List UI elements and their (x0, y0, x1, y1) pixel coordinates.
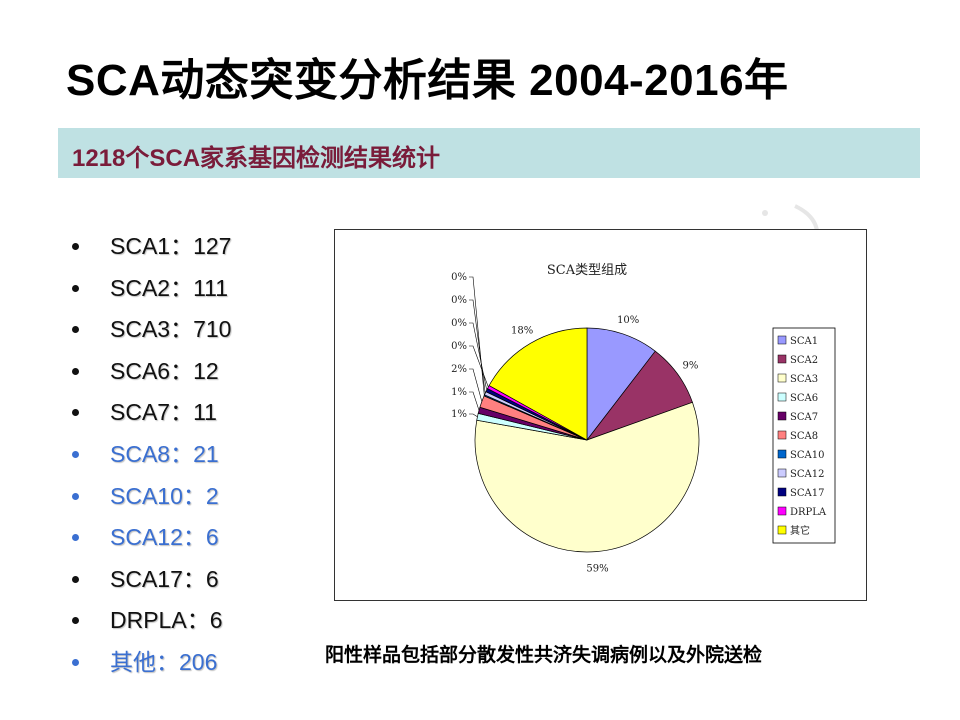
bullet-text: SCA6：12 (110, 357, 219, 384)
pie-data-label: 59% (586, 564, 608, 575)
legend-entry: SCA10 (790, 450, 824, 461)
pie-leader-line (469, 345, 489, 388)
pie-slice-其它 (488, 327, 588, 441)
legend-entry: SCA8 (790, 431, 818, 442)
slide-title: SCA动态突变分析结果 2004-2016年 (66, 56, 789, 105)
legend-swatch (777, 487, 787, 497)
legend-entry: SCA6 (790, 393, 818, 404)
pie-data-label: 2% (451, 364, 467, 375)
bullet-dot-icon (72, 243, 79, 250)
bullet-dot-icon (72, 450, 79, 458)
footnote: 阳性样品包括部分散发性共济失调病例以及外院送检 (325, 645, 763, 666)
pie-chart-panel: SCA类型组成 10% 9% 59% 1% 1% 2% 0% 0% 0% 0% 18% SCA1 SC… (334, 229, 867, 601)
bullet-dot-icon (72, 409, 79, 417)
bullet-item: SCA2：111 (70, 270, 231, 312)
legend-entry: DRPLA (790, 507, 827, 518)
bullet-item: SCA10：2 (70, 478, 231, 520)
legend-swatch (777, 525, 787, 535)
bullet-item: SCA8：21 (70, 436, 231, 478)
legend-swatch (777, 506, 787, 516)
pie-slice-sca1 (586, 327, 656, 442)
bullet-dot-icon (72, 534, 79, 542)
pie-data-label: 1% (451, 409, 467, 420)
bullet-dot-icon (72, 617, 79, 625)
bullet-dot-icon (72, 284, 79, 292)
legend-entry: 其它 (790, 524, 810, 537)
bullet-item: SCA6：12 (70, 353, 231, 395)
bullet-text: SCA3：710 (110, 316, 232, 343)
pie-data-label: 1% (451, 387, 467, 398)
pie-leader-line (469, 322, 488, 391)
pie-leader-line (469, 391, 480, 411)
legend-entry: SCA3 (790, 374, 818, 385)
bullet-text: SCA8：21 (110, 440, 219, 467)
legend-swatch (777, 468, 787, 478)
bullet-dot-icon (72, 575, 79, 583)
pie-data-label: 10% (617, 315, 639, 326)
legend-swatch (777, 373, 787, 383)
legend-entry: SCA17 (790, 488, 824, 499)
legend-swatch (777, 411, 787, 421)
pie-leader-line (469, 276, 485, 396)
pie-data-label: 0% (451, 318, 467, 329)
subtitle-bar: 1218个SCA家系基因检测结果统计 (58, 128, 920, 178)
legend-entry: SCA1 (790, 336, 818, 347)
pie-data-label: 18% (511, 326, 533, 337)
bullet-text: DRPLA：6 (110, 607, 223, 634)
bullet-list: SCA1：127 SCA2：111 SCA3：710 SCA6：12 SCA7：11 SC… (70, 228, 231, 686)
bullet-dot-icon (72, 326, 79, 334)
subtitle: 1218个SCA家系基因检测结果统计 (72, 145, 441, 172)
legend-entry: SCA12 (790, 469, 824, 480)
legend-entry: SCA2 (790, 355, 818, 366)
bullet-text: SCA12：6 (110, 524, 219, 551)
legend-swatch (777, 354, 787, 364)
pie-data-label: 0% (451, 272, 467, 283)
pie-slice-sca3 (474, 401, 700, 553)
bullet-item: SCA12：6 (70, 519, 231, 561)
legend-swatch (777, 449, 787, 459)
bullet-text: SCA7：11 (110, 399, 217, 426)
bullet-item: 其他：206 (70, 644, 231, 686)
legend-swatch (777, 430, 787, 440)
pie-chart: SCA类型组成 10% 9% 59% 1% 1% 2% 0% 0% 0% 0% 18% SCA1 SC… (451, 263, 836, 575)
legend-swatch (777, 392, 787, 402)
pie-data-label: 0% (451, 295, 467, 306)
bullet-text: SCA17：6 (110, 565, 219, 592)
pie-data-label: 9% (683, 361, 699, 372)
bullet-text: 其他：206 (110, 648, 218, 675)
bullet-item: SCA3：710 (70, 311, 231, 353)
bullet-item: SCA1：127 (70, 228, 231, 270)
bullet-dot-icon (72, 367, 79, 375)
pie-leader-line (469, 368, 483, 402)
bullet-text: SCA1：127 (110, 233, 232, 259)
bullet-dot-icon (72, 658, 79, 666)
bullet-item: DRPLA：6 (70, 602, 231, 644)
bullet-item: SCA7：11 (70, 394, 231, 436)
bullet-item: SCA17：6 (70, 561, 231, 603)
bullet-text: SCA2：111 (110, 274, 229, 301)
pie-data-label: 0% (451, 341, 467, 352)
legend-entry: SCA7 (790, 412, 818, 423)
pie-leader-line (469, 413, 478, 418)
bullet-dot-icon (72, 492, 79, 500)
legend-swatch (777, 335, 787, 345)
chart-title: SCA类型组成 (547, 263, 627, 278)
bullet-text: SCA10：2 (110, 482, 219, 509)
